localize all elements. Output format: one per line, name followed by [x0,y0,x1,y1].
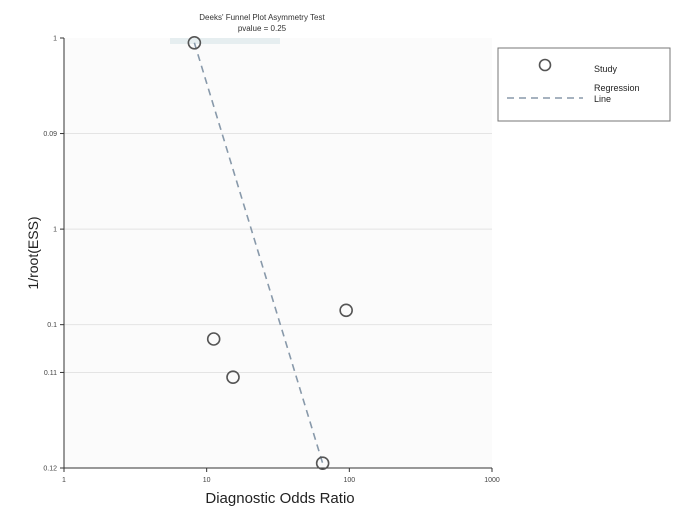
y-axis-title: 1/root(ESS) [25,216,41,289]
plot-area [64,38,492,468]
chart-subtitle: pvalue = 0.25 [238,24,287,33]
legend: Study Regression Line [497,47,671,122]
grid [64,133,492,373]
y-tick-label: 0.11 [44,370,57,377]
regression-line [193,42,324,464]
data-series [187,35,353,471]
legend-box [497,47,671,122]
y-tick-label: 0.12 [43,466,57,473]
legend-study-marker [538,58,552,72]
y-tick-label: 1 [53,36,57,43]
y-tick-label: 0.1 [47,322,57,329]
study-point [315,456,330,471]
x-tick-label: 10 [203,477,211,484]
chart-title: Deeks' Funnel Plot Asymmetry Test [199,13,325,22]
plot-top-band [170,38,280,44]
x-axis-title: Diagnostic Odds Ratio [205,490,354,507]
study-point [226,370,240,385]
x-tick-label: 1 [62,477,66,484]
legend-study-label: Study [594,64,618,74]
y-tick-label: 0.09 [43,131,57,138]
x-tick-label: 1000 [484,477,500,484]
study-point [187,35,202,50]
study-point [206,332,221,346]
legend-regression-label-line2: Line [594,94,611,104]
axis-ticks: 1 0.09 1 0.1 0.11 0.12 1 10 100 1000 [43,36,500,485]
study-point [339,303,353,318]
y-tick-label: 1 [53,227,57,234]
legend-regression-label-line1: Regression [594,83,640,93]
x-tick-label: 100 [343,477,355,484]
